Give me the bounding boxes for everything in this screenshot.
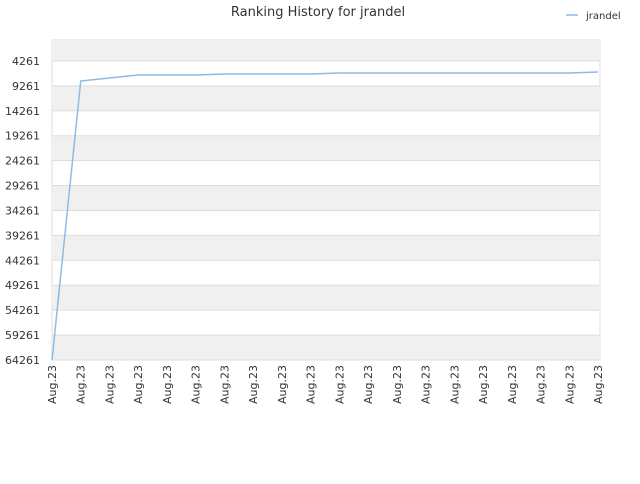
x-tick-label: Aug.23 bbox=[190, 365, 203, 404]
chart-title: Ranking History for jrandel bbox=[231, 5, 405, 20]
y-tick-label: 64261 bbox=[5, 354, 40, 367]
x-tick-label: Aug.23 bbox=[391, 365, 404, 404]
x-tick-label: Aug.23 bbox=[276, 365, 289, 404]
y-tick-label: 29261 bbox=[5, 180, 40, 193]
y-tick-label: 54261 bbox=[5, 304, 40, 317]
x-tick-label: Aug.23 bbox=[103, 365, 116, 404]
grid-band bbox=[52, 185, 600, 211]
x-tick-label: Aug.23 bbox=[563, 365, 576, 404]
y-tick-label: 39261 bbox=[5, 229, 40, 242]
x-tick-label: Aug.23 bbox=[333, 365, 346, 404]
grid-band bbox=[52, 40, 600, 61]
x-tick-label: Aug.23 bbox=[592, 365, 605, 404]
x-tick-label: Aug.23 bbox=[362, 365, 375, 404]
x-tick-label: Aug.23 bbox=[247, 365, 260, 404]
y-tick-label: 9261 bbox=[12, 80, 40, 93]
y-tick-label: 49261 bbox=[5, 279, 40, 292]
grid-band bbox=[52, 285, 600, 311]
y-tick-label: 19261 bbox=[5, 130, 40, 143]
x-tick-label: Aug.23 bbox=[506, 365, 519, 404]
y-tick-label: 4261 bbox=[12, 55, 40, 68]
series-line bbox=[51, 71, 599, 361]
x-tick-label: Aug.23 bbox=[535, 365, 548, 404]
y-tick-label: 59261 bbox=[5, 329, 40, 342]
x-tick-label: Aug.23 bbox=[448, 365, 461, 404]
x-tick-label: Aug.23 bbox=[75, 365, 88, 404]
grid-band bbox=[52, 335, 600, 360]
y-tick-label: 24261 bbox=[5, 155, 40, 168]
x-tick-label: Aug.23 bbox=[132, 365, 145, 404]
y-tick-label: 34261 bbox=[5, 204, 40, 217]
legend-label: jrandel bbox=[585, 11, 621, 22]
x-tick-label: Aug.23 bbox=[46, 365, 59, 404]
y-tick-label: 44261 bbox=[5, 254, 40, 267]
x-tick-label: Aug.23 bbox=[305, 365, 318, 404]
grid-band bbox=[52, 135, 600, 161]
x-tick-label: Aug.23 bbox=[161, 365, 174, 404]
x-tick-label: Aug.23 bbox=[218, 365, 231, 404]
x-tick-label: Aug.23 bbox=[477, 365, 490, 404]
grid-band bbox=[52, 235, 600, 261]
grid-band bbox=[52, 85, 600, 111]
x-tick-label: Aug.23 bbox=[420, 365, 433, 404]
y-tick-label: 14261 bbox=[5, 105, 40, 118]
